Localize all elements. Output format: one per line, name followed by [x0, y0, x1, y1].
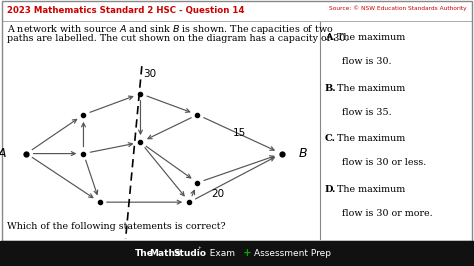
Text: D.: D.	[325, 185, 336, 194]
Text: 15: 15	[233, 127, 246, 138]
Text: 20: 20	[211, 189, 224, 199]
Text: flow is 30 or less.: flow is 30 or less.	[342, 158, 427, 167]
Text: The maximum: The maximum	[337, 134, 406, 143]
Bar	[0, 241, 474, 266]
Text: Source: © NSW Education Standards Authority: Source: © NSW Education Standards Author…	[329, 6, 467, 11]
Text: The maximum: The maximum	[337, 84, 406, 93]
Text: Exam: Exam	[204, 249, 235, 258]
Text: flow is 30 or more.: flow is 30 or more.	[342, 209, 433, 218]
Text: Studio: Studio	[173, 249, 206, 258]
Text: Which of the following statements is correct?: Which of the following statements is cor…	[7, 222, 226, 231]
Text: A network with source $A$ and sink $B$ is shown. The capacities of two: A network with source $A$ and sink $B$ i…	[7, 23, 334, 36]
Text: flow is 35.: flow is 35.	[342, 108, 392, 117]
Text: ⁺: ⁺	[197, 247, 201, 253]
Text: The maximum: The maximum	[337, 33, 406, 42]
FancyBboxPatch shape	[2, 1, 472, 241]
Text: Maths: Maths	[149, 249, 181, 258]
Text: Assessment Prep: Assessment Prep	[254, 249, 330, 258]
Text: B.: B.	[325, 84, 337, 93]
Text: $\it{A}$: $\it{A}$	[0, 147, 7, 160]
Text: +: +	[238, 248, 257, 258]
Text: 30: 30	[143, 69, 156, 79]
Text: paths are labelled. The cut shown on the diagram has a capacity of 30.: paths are labelled. The cut shown on the…	[7, 34, 348, 43]
Text: The maximum: The maximum	[337, 185, 406, 194]
Text: C.: C.	[325, 134, 336, 143]
Text: The: The	[135, 249, 154, 258]
Text: flow is 30.: flow is 30.	[342, 57, 392, 66]
Text: 2023 Mathematics Standard 2 HSC - Question 14: 2023 Mathematics Standard 2 HSC - Questi…	[7, 6, 245, 15]
Text: $\it{B}$: $\it{B}$	[299, 147, 308, 160]
Text: A.: A.	[325, 33, 336, 42]
